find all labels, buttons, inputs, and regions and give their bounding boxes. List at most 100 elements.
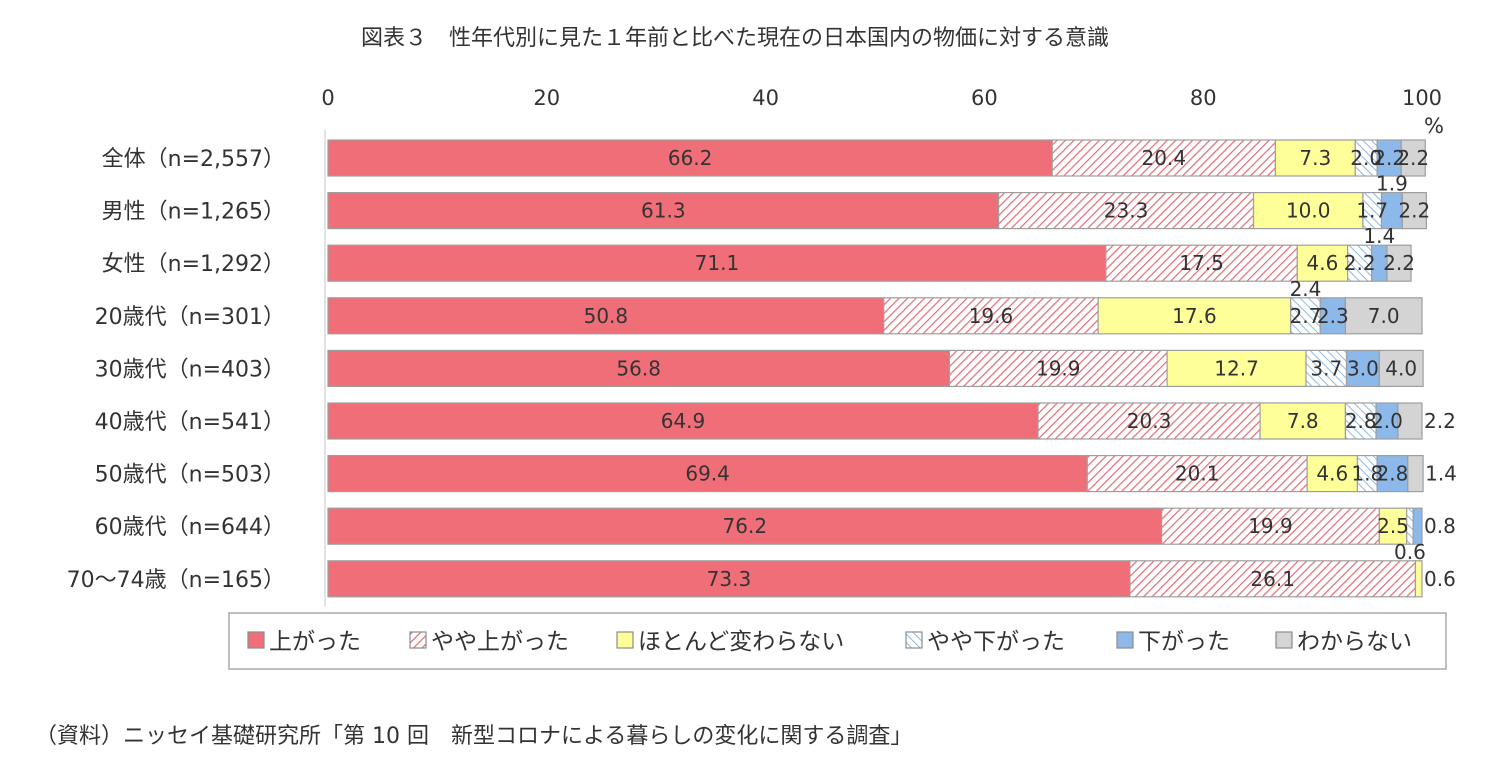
- data-label: 3.7: [1310, 356, 1342, 380]
- legend-box: [228, 612, 1447, 670]
- bar-segment: [948, 349, 1168, 387]
- bar-segment: [1129, 560, 1417, 598]
- bar-segment: [327, 507, 1163, 545]
- data-label: 1.4: [1363, 224, 1395, 248]
- data-label: 2.2: [1344, 251, 1376, 275]
- legend-label: やや上がった: [431, 629, 569, 655]
- bar-segment: [1345, 349, 1380, 387]
- data-label: 2.4: [1290, 277, 1322, 301]
- bar-segment: [883, 297, 1099, 335]
- bar-segment: [1344, 297, 1423, 335]
- bars: [327, 139, 1427, 598]
- bar-segment: [998, 192, 1255, 230]
- bar-segment: [1296, 244, 1349, 282]
- bar-segment: [1259, 402, 1347, 440]
- category-label: 20歳代（n=301）: [95, 305, 285, 330]
- data-label: 26.1: [1250, 567, 1295, 591]
- data-label: 2.2: [1373, 146, 1405, 170]
- data-label: 2.0: [1350, 146, 1382, 170]
- data-label: 71.1: [695, 251, 740, 275]
- data-label: 0.6: [1394, 540, 1426, 564]
- x-unit-label: %: [1424, 114, 1444, 138]
- legend-swatch: [1116, 631, 1134, 649]
- data-label: 20.1: [1175, 462, 1220, 486]
- bar-segment: [1344, 402, 1377, 440]
- data-label: 2.2: [1424, 409, 1456, 433]
- data-label: 73.3: [707, 567, 752, 591]
- data-label: 2.3: [1317, 304, 1349, 328]
- legend: 上がった やや上がった ほとんど変わらない やや下がった 下がった わからない: [228, 612, 1447, 670]
- bar-segment: [1051, 139, 1277, 177]
- data-label: 7.8: [1287, 409, 1319, 433]
- data-label: 2.2: [1398, 199, 1430, 223]
- data-label: 2.7: [1290, 304, 1322, 328]
- data-label: 7.3: [1299, 146, 1331, 170]
- x-axis: 0 20 40 60 80 100%: [321, 86, 1444, 606]
- bar-segment: [1401, 192, 1427, 230]
- bar-segment: [327, 244, 1107, 282]
- legend-swatch: [247, 631, 265, 649]
- data-label: 50.8: [584, 304, 629, 328]
- source-note: （資料）ニッセイ基礎研究所「第 10 回 新型コロナによる暮らしの変化に関する調…: [35, 724, 912, 749]
- category-label: 50歳代（n=503）: [95, 463, 285, 488]
- x-tick-label: 80: [1190, 86, 1217, 110]
- bar-segment: [1306, 455, 1359, 493]
- data-label: 64.9: [661, 409, 706, 433]
- x-tick-label: 20: [533, 86, 560, 110]
- data-label: 1.8: [1351, 462, 1383, 486]
- data-label: 1.4: [1425, 462, 1457, 486]
- data-label: 2.8: [1377, 462, 1409, 486]
- category-label: 70～74歳（n=165）: [67, 568, 285, 593]
- bar-segment: [1347, 244, 1373, 282]
- x-tick-label: 0: [321, 86, 334, 110]
- data-label: 19.9: [1036, 356, 1081, 380]
- data-label: 69.4: [685, 462, 730, 486]
- data-label: 4.0: [1385, 356, 1417, 380]
- bar-segment: [327, 455, 1088, 493]
- data-label: 76.2: [723, 514, 768, 538]
- bar-segment: [1386, 244, 1412, 282]
- data-label: 0.6: [1424, 567, 1456, 591]
- data-label: 17.5: [1179, 251, 1224, 275]
- bar-segment: [1400, 139, 1426, 177]
- bar-segment: [1378, 349, 1424, 387]
- legend-swatch: [1275, 631, 1293, 649]
- data-label: 1.9: [1376, 172, 1408, 196]
- data-label: 20.4: [1142, 146, 1187, 170]
- bar-segment: [1412, 507, 1423, 545]
- data-label: 1.7: [1356, 199, 1388, 223]
- category-label: 男性（n=1,265）: [102, 200, 285, 225]
- bar-segment: [1397, 402, 1423, 440]
- data-label: 56.8: [616, 356, 661, 380]
- legend-label: ほとんど変わらない: [638, 629, 844, 655]
- bar-segment: [1097, 297, 1292, 335]
- data-label: 19.9: [1248, 514, 1293, 538]
- legend-swatch: [905, 631, 923, 649]
- x-tick-label: 100: [1402, 86, 1442, 110]
- chart-title: 図表３ 性年代別に見た１年前と比べた現在の日本国内の物価に対する意識: [361, 26, 1109, 51]
- data-label: 12.7: [1214, 356, 1259, 380]
- legend-label: 下がった: [1138, 629, 1230, 655]
- bar-segment: [1407, 455, 1424, 493]
- data-label: 0.8: [1424, 514, 1456, 538]
- bar-segment: [1166, 349, 1307, 387]
- bar-segment: [1319, 297, 1347, 335]
- bar-segment: [1105, 244, 1298, 282]
- data-label: 4.6: [1316, 462, 1348, 486]
- bar-segment: [1274, 139, 1356, 177]
- x-tick-label: 60: [971, 86, 998, 110]
- bar-segment: [1086, 455, 1308, 493]
- data-label: 23.3: [1104, 199, 1149, 223]
- data-label: 2.2: [1383, 251, 1415, 275]
- data-label: 2.0: [1371, 409, 1403, 433]
- data-label: 4.6: [1307, 251, 1339, 275]
- bar-segment: [1378, 507, 1408, 545]
- data-label: 2.5: [1377, 514, 1409, 538]
- category-label: 30歳代（n=403）: [95, 357, 285, 382]
- data-label: 2.2: [1397, 146, 1429, 170]
- bar-segment: [1414, 560, 1423, 598]
- x-tick-label: 40: [752, 86, 779, 110]
- data-label: 7.0: [1368, 304, 1400, 328]
- bar-segment: [327, 402, 1039, 440]
- legend-label: わからない: [1297, 629, 1412, 655]
